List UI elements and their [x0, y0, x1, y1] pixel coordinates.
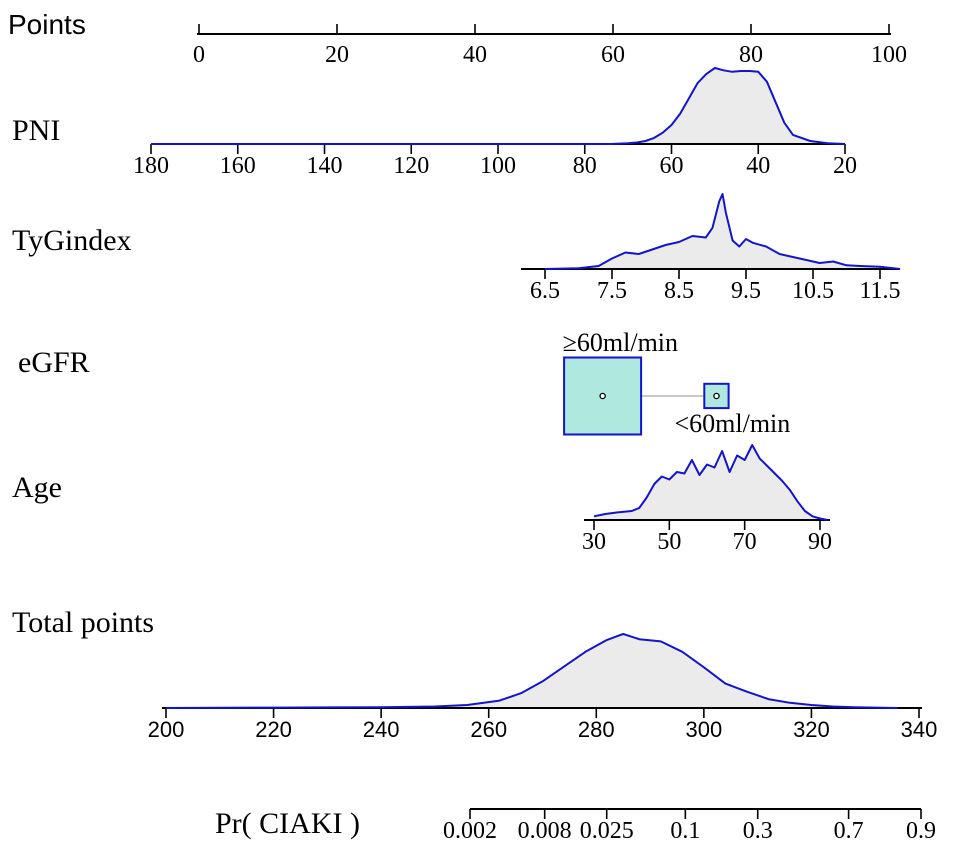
points-axis: 0 20 40 60 80 100 — [193, 24, 907, 68]
probability-row-label: Pr( CIAKI ) — [215, 807, 360, 840]
probability-tick-label: 0.9 — [906, 818, 936, 844]
total-points-tick-label: 320 — [793, 717, 830, 742]
probability-tick-label: 0.7 — [834, 818, 864, 844]
age-row-label: Age — [12, 471, 62, 504]
pni-tick-label: 80 — [573, 153, 597, 179]
egfr-category-label: <60ml/min — [675, 409, 791, 438]
pni-tick-label: 20 — [833, 153, 857, 179]
total-points-tick-label: 220 — [255, 717, 292, 742]
tygindex-tick-label: 9.5 — [731, 278, 761, 304]
egfr-category-dot — [713, 392, 720, 400]
pni-density-line — [151, 67, 846, 145]
total-points-tick-label: 300 — [685, 717, 722, 742]
probability-tick-label: 0.008 — [518, 818, 572, 844]
total-points-tick-label: 200 — [148, 717, 185, 742]
tygindex-tick-label: 7.5 — [597, 278, 627, 304]
tygindex-tick-label: 11.5 — [859, 278, 900, 304]
age-density-area — [594, 445, 828, 520]
pni-row-label: PNI — [12, 114, 60, 147]
points-tick-label: 20 — [325, 42, 349, 68]
probability-tick-label: 0.3 — [743, 818, 773, 844]
points-tick-label: 100 — [871, 42, 907, 68]
total-points-tick-label: 340 — [901, 717, 938, 742]
points-tick-label: 60 — [601, 42, 625, 68]
tygindex-tick-label: 10.5 — [792, 278, 834, 304]
tygindex-row-label: TyGindex — [12, 224, 132, 257]
egfr-category-label: ≥60ml/min — [563, 328, 678, 357]
probability-tick-label: 0.1 — [670, 818, 700, 844]
pni-axis: 180 160 140 120 100 80 60 40 20 — [133, 67, 857, 179]
points-tick-label: 80 — [739, 42, 763, 68]
points-tick-label: 40 — [463, 42, 487, 68]
pni-tick-label: 40 — [746, 153, 770, 179]
total-points-tick-label: 280 — [578, 717, 615, 742]
age-tick-label: 70 — [733, 529, 757, 555]
age-axis: 30 50 70 90 — [582, 444, 832, 555]
pni-tick-label: 180 — [133, 153, 169, 179]
egfr-category-dot — [599, 392, 606, 400]
total-points-density-area — [166, 634, 898, 708]
age-tick-label: 50 — [657, 529, 681, 555]
age-tick-label: 30 — [582, 529, 606, 555]
pni-density-area — [151, 68, 845, 144]
points-row-label: Points — [8, 9, 86, 40]
probability-axis: 0.002 0.008 0.025 0.1 0.3 0.7 0.9 — [443, 808, 936, 844]
pni-tick-label: 60 — [660, 153, 684, 179]
tygindex-axis: 6.5 7.5 8.5 9.5 10.5 11.5 — [521, 193, 901, 304]
tygindex-density-area — [545, 194, 901, 269]
probability-tick-label: 0.002 — [443, 818, 497, 844]
tygindex-tick-label: 8.5 — [664, 278, 694, 304]
egfr-row-label: eGFR — [18, 346, 90, 379]
tygindex-tick-label: 6.5 — [530, 278, 560, 304]
total-points-axis: 200 220 240 260 280 300 320 340 — [148, 633, 938, 742]
total-points-tick-label: 260 — [470, 717, 507, 742]
pni-tick-label: 160 — [220, 153, 256, 179]
total-points-tick-label: 240 — [363, 717, 400, 742]
probability-tick-label: 0.025 — [580, 818, 634, 844]
pni-tick-label: 120 — [393, 153, 429, 179]
pni-tick-label: 100 — [480, 153, 516, 179]
points-tick-label: 0 — [193, 42, 205, 68]
pni-tick-label: 140 — [307, 153, 343, 179]
total-points-row-label: Total points — [12, 606, 154, 639]
total-points-density-line — [165, 633, 898, 709]
egfr-scale: ≥60ml/min <60ml/min — [563, 328, 791, 438]
tygindex-density-line — [544, 193, 901, 270]
age-density-line — [593, 444, 828, 521]
age-tick-label: 90 — [808, 529, 832, 555]
